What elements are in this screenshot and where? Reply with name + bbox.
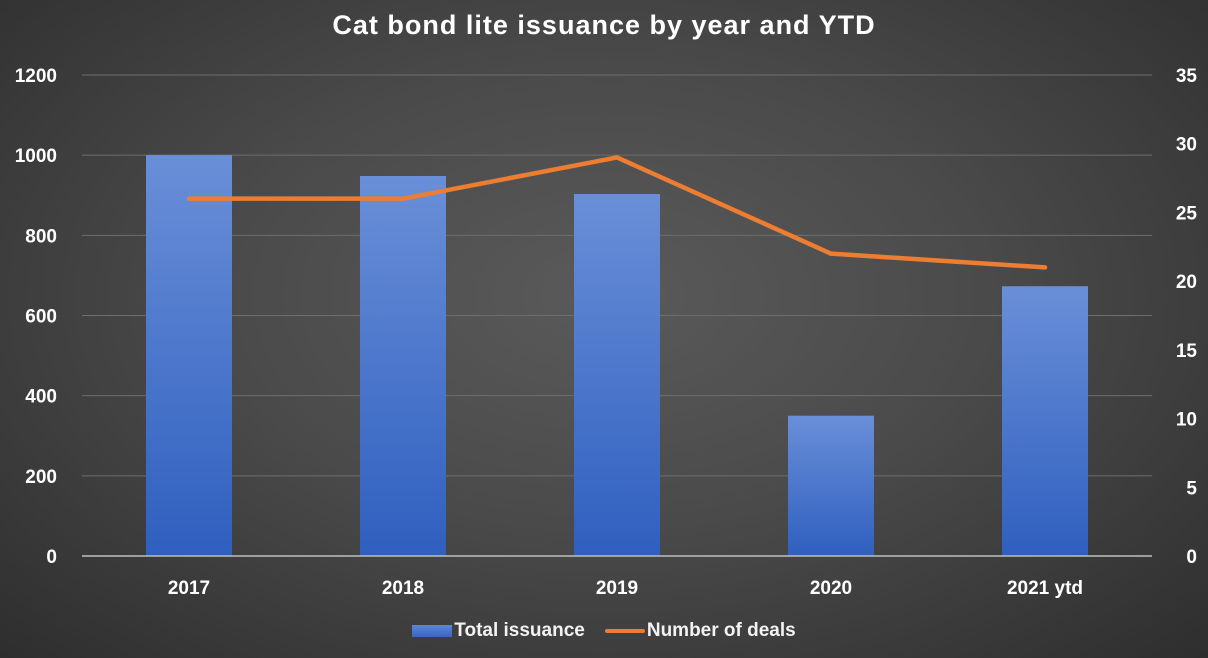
line-point-number-of-deals: [614, 155, 620, 160]
bar-total-issuance: [146, 155, 232, 556]
y-right-tick-label: 0: [1186, 547, 1197, 568]
x-tick-label: 2019: [596, 578, 638, 599]
y-right-tick-label: 5: [1186, 478, 1197, 499]
y-right-tick-label: 25: [1176, 203, 1198, 224]
y-right-tick-label: 15: [1176, 341, 1198, 362]
line-point-number-of-deals: [186, 196, 192, 201]
y-right-tick-label: 10: [1176, 410, 1197, 431]
y-left-tick-label: 1000: [15, 146, 57, 167]
axes: 0 200 400 600 800 1000 1200 0 5 10 15 20 25 30 35 2017 2…: [15, 66, 1198, 599]
x-tick-label: 2020: [810, 578, 852, 599]
chart-title: Cat bond lite issuance by year and YTD: [332, 10, 876, 40]
line-point-number-of-deals: [400, 196, 406, 201]
y-left-tick-label: 800: [25, 226, 57, 247]
bar-series: [146, 155, 1088, 557]
line-point-number-of-deals: [1042, 265, 1048, 270]
legend-label-total-issuance: Total issuance: [454, 620, 585, 641]
y-left-tick-label: 0: [46, 547, 57, 568]
y-left-tick-label: 200: [25, 467, 57, 488]
legend-item-total-issuance: Total issuance: [412, 620, 585, 642]
legend: Total issuance Number of deals: [0, 620, 1208, 642]
bar-total-issuance: [788, 415, 874, 556]
y-right-tick-label: 20: [1176, 272, 1197, 293]
line-point-number-of-deals: [828, 251, 834, 256]
legend-label-number-of-deals: Number of deals: [646, 620, 796, 641]
bar-total-issuance: [574, 194, 660, 557]
y-left-tick-label: 400: [25, 387, 57, 408]
bar-total-issuance: [360, 176, 446, 556]
line-series: [186, 155, 1048, 270]
y-right-tick-label: 35: [1176, 66, 1198, 87]
bar-total-issuance: [1002, 286, 1088, 556]
x-tick-label: 2017: [168, 578, 210, 599]
y-right-tick-label: 30: [1176, 135, 1197, 156]
y-left-tick-label: 1200: [15, 66, 57, 87]
x-tick-label: 2018: [382, 578, 424, 599]
legend-bar-swatch: [412, 625, 453, 637]
legend-line-swatch: [604, 629, 645, 633]
y-left-tick-label: 600: [25, 307, 57, 328]
legend-item-number-of-deals: Number of deals: [604, 620, 796, 642]
x-tick-label: 2021 ytd: [1007, 578, 1083, 599]
